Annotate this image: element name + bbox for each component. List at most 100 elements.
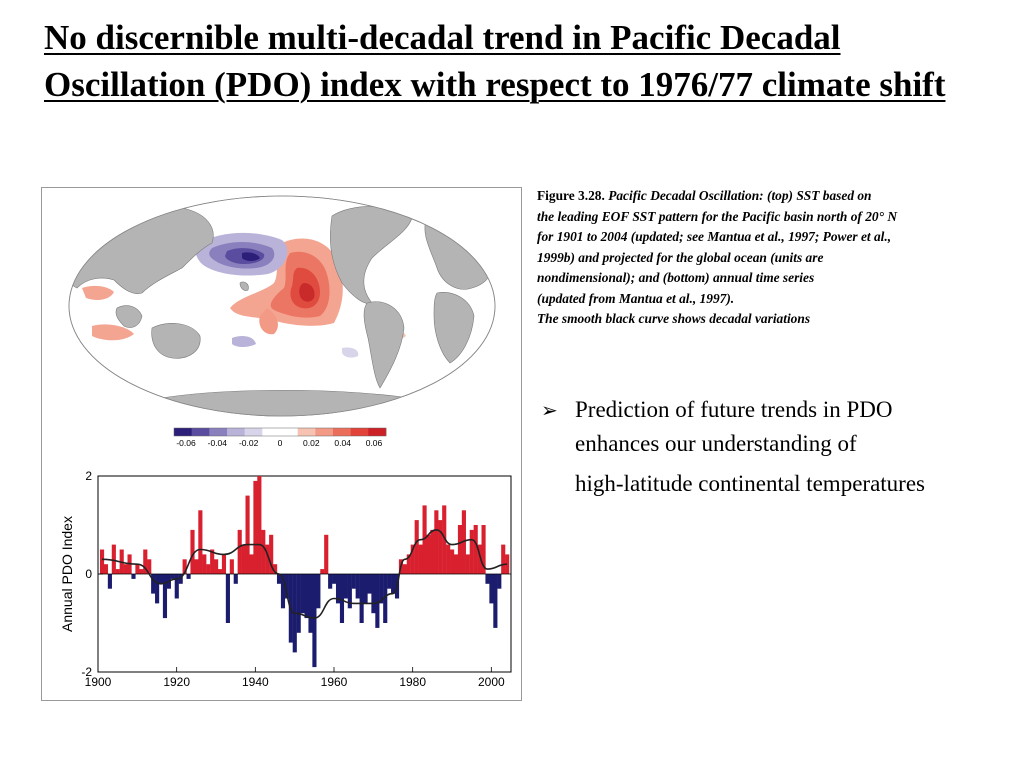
pdo-figure: -0.06 -0.04 -0.02 0 0.02 0.04 0.06 1900 1920 194… [41,187,522,701]
positive-bar [245,495,250,574]
y-tick-label: 0 [85,567,92,581]
pdo-figure-graphic: -0.06 -0.04 -0.02 0 0.02 0.04 0.06 1900 1920 194… [59,195,512,689]
bullet-point: ➢ Prediction of future trends in PDO enh… [541,393,1021,501]
colorbar-swatch [297,428,316,436]
colorbar-swatch [209,428,228,436]
colorbar: -0.06 -0.04 -0.02 0 0.02 0.04 0.06 [173,427,387,448]
negative-bar [332,574,337,584]
negative-bar [355,574,360,599]
negative-bar [371,574,376,614]
negative-bar [363,574,368,604]
positive-bar [198,510,203,574]
positive-bar [237,529,242,574]
positive-bar [143,549,148,574]
positive-bar [465,554,470,574]
positive-bar [320,569,325,574]
colorbar-label: -0.06 [176,438,196,448]
negative-bar [107,574,112,589]
positive-bar [473,525,478,574]
negative-bar [225,574,230,623]
sst-pattern-map [68,195,496,417]
colorbar-swatch [280,428,298,436]
negative-bar [485,574,490,584]
positive-bar [249,554,254,574]
negative-bar [347,574,352,609]
positive-bar [446,544,451,574]
colorbar-label: 0.02 [303,438,320,448]
negative-bar [178,574,183,584]
negative-bar [304,574,309,619]
negative-bar [174,574,179,599]
negative-bar [375,574,380,628]
positive-bar [324,534,329,574]
positive-bar [139,569,144,574]
colorbar-label: -0.04 [208,438,228,448]
y-axis: 2 0 -2 [81,469,103,679]
positive-bar [477,544,482,574]
positive-bar [210,549,215,574]
positive-bar [206,564,211,574]
x-tick-label: 1940 [242,675,269,689]
positive-bar [469,529,474,574]
arrow-bullet-icon: ➢ [541,398,558,422]
positive-bar [229,559,234,574]
positive-bar [265,544,270,574]
positive-bar [269,534,274,574]
positive-bar [115,569,120,574]
caption-line-2: the leading EOF SST pattern for the Paci… [537,208,897,224]
positive-bar [450,549,455,574]
positive-bar [253,480,258,574]
x-tick-label: 1960 [321,675,348,689]
negative-bar [284,574,289,599]
negative-bar [170,574,175,579]
negative-bar [351,574,356,589]
colorbar-swatch [191,428,210,436]
negative-bar [489,574,494,604]
positive-bar [438,520,443,574]
negative-bar [300,574,305,614]
positive-bar [422,505,427,574]
negative-bar [383,574,388,623]
negative-bar [233,574,238,584]
negative-bar [280,574,286,609]
caption-line-3: for 1901 to 2004 (updated; see Mantua et… [537,229,892,244]
positive-bar [410,544,415,574]
positive-bar [217,569,223,574]
positive-bar [221,554,227,574]
positive-bar [257,476,262,574]
positive-bar [202,554,207,574]
x-axis: 1900 1920 1940 1960 1980 2000 [85,667,505,689]
positive-bar [434,510,439,574]
positive-bar [453,554,459,574]
caption-line-1: Figure 3.28. Pacific Decadal Oscillation… [537,186,1017,207]
caption-line-4: 1999b) and projected for the global ocea… [537,249,824,265]
y-axis-label: Annual PDO Index [59,516,75,632]
negative-bar [296,574,301,633]
colorbar-swatch [315,428,334,436]
negative-bar [339,574,345,623]
negative-bar [316,574,321,609]
negative-bar [312,574,317,668]
colorbar-label: -0.02 [239,438,259,448]
caption-line-5: nondimensional); and (bottom) annual tim… [537,270,815,285]
negative-bar [343,574,348,599]
positive-bar [214,559,219,574]
colorbar-label: 0.04 [334,438,351,448]
negative-bar [379,574,384,604]
figure-caption: Figure 3.28. Pacific Decadal Oscillation… [537,186,1017,330]
bullet-line-2: enhances our understanding of [575,431,857,456]
x-tick-label: 2000 [478,675,505,689]
positive-bar [147,559,152,574]
positive-bar [457,525,463,574]
pdo-time-series: 1900 1920 1940 1960 1980 2000 2 0 -2 Annual PDO… [59,469,512,689]
y-tick-label: -2 [81,665,92,679]
negative-bar [155,574,160,604]
positive-bar [99,549,105,574]
positive-bar [261,529,266,574]
negative-bar [162,574,168,619]
colorbar-label: 0 [278,438,283,448]
positive-bar [406,554,411,574]
negative-bar [391,574,396,594]
colorbar-border [173,427,387,437]
colorbar-label: 0.06 [366,438,383,448]
